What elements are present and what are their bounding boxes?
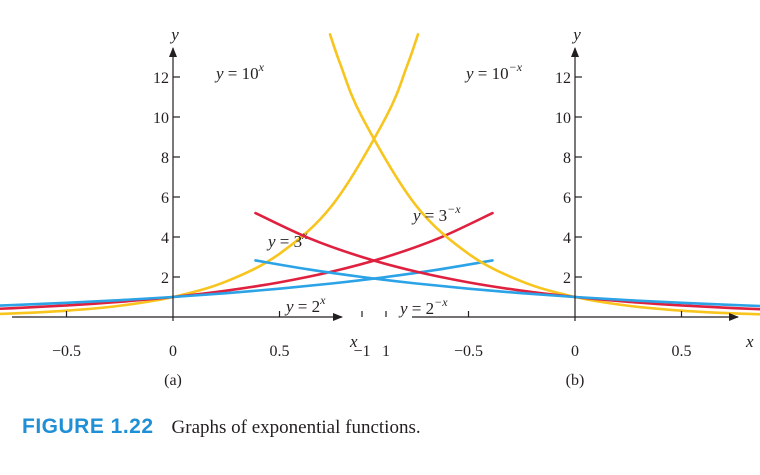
curve-label-var: y: [214, 64, 224, 83]
curve-label-rest: = 10: [474, 64, 509, 83]
curve-label-var: y: [411, 206, 421, 225]
curve-label-exponent: x: [319, 293, 326, 307]
x-tick-label-b: −0.5: [454, 343, 483, 360]
curve-label-base: y = 3: [266, 232, 302, 251]
y-tick-label-a: 2: [161, 270, 169, 287]
panel-label-a: (a): [164, 372, 182, 389]
y-tick-label-a: 4: [161, 230, 169, 247]
curve-label-var: y: [266, 232, 276, 251]
curve-a-y-eq-3-pow-x: [0, 211, 494, 311]
curve-label-rest: = 2: [408, 299, 435, 318]
x-tick-label-b: −1: [353, 343, 370, 360]
curve-b-y-eq-3-pow-negx: [254, 211, 760, 311]
curve-label-b-y-eq-2-pow-negx: y = 2−x: [398, 295, 448, 318]
curve-label-var: y: [464, 64, 474, 83]
curve-label-base: y = 10: [214, 64, 259, 83]
y-tick-label-a: 12: [153, 70, 169, 87]
curve-label-rest: = 10: [224, 64, 259, 83]
x-tick-label-b: 0.5: [672, 343, 692, 360]
curve-label-rest: = 2: [294, 297, 321, 316]
x-axis-name-b: x: [745, 332, 754, 351]
curve-label-a-y-eq-10-pow-x: y = 10x: [214, 60, 265, 83]
figure-number: FIGURE 1.22: [22, 415, 154, 438]
curve-b-y-eq-10-pow-negx: [328, 33, 760, 316]
curve-label-var: y: [284, 297, 294, 316]
y-tick-label-b: 6: [563, 190, 571, 207]
figure-caption: FIGURE 1.22 Graphs of exponential functi…: [22, 415, 421, 439]
y-tick-label-a: 10: [153, 110, 169, 127]
panel-label-b: (b): [566, 372, 585, 389]
curve-label-exponent: −x: [447, 202, 461, 216]
curve-label-rest: = 3: [276, 232, 303, 251]
x-tick-label-a: 1: [382, 343, 390, 360]
curve-label-base: y = 2: [398, 299, 434, 318]
curve-label-base: y = 3: [411, 206, 447, 225]
x-tick-label-a: −0.5: [52, 343, 81, 360]
curve-label-a-y-eq-2-pow-x: y = 2x: [284, 293, 326, 316]
x-tick-label-a: 0.5: [270, 343, 290, 360]
curve-label-base: y = 10: [464, 64, 509, 83]
curve-label-exponent: −x: [434, 295, 448, 309]
y-axis-name-b: y: [571, 25, 581, 44]
y-tick-label-b: 12: [555, 70, 571, 87]
curve-label-b-y-eq-3-pow-negx: y = 3−x: [411, 202, 461, 225]
curve-b-y-eq-2-pow-negx: [254, 259, 760, 308]
y-tick-label-b: 8: [563, 150, 571, 167]
y-tick-label-a: 8: [161, 150, 169, 167]
y-tick-label-a: 6: [161, 190, 169, 207]
figure-caption-text: Graphs of exponential functions.: [171, 417, 421, 438]
curve-label-exponent: −x: [509, 60, 523, 74]
curve-label-base: y = 2: [284, 297, 320, 316]
y-tick-label-b: 2: [563, 270, 571, 287]
y-tick-label-b: 4: [563, 230, 571, 247]
x-axis-name-a: x: [349, 332, 358, 351]
x-tick-label-a: 0: [169, 343, 177, 360]
y-axis-name-a: y: [169, 25, 179, 44]
curve-label-var: y: [398, 299, 408, 318]
curve-label-a-y-eq-3-pow-x: y = 3x: [266, 228, 308, 251]
y-tick-label-b: 10: [555, 110, 571, 127]
curve-label-rest: = 3: [421, 206, 448, 225]
x-tick-label-b: 0: [571, 343, 579, 360]
curve-a-y-eq-10-pow-x: [0, 33, 420, 316]
curve-label-exponent: x: [258, 60, 265, 74]
curve-label-b-y-eq-10-pow-negx: y = 10−x: [464, 60, 523, 83]
